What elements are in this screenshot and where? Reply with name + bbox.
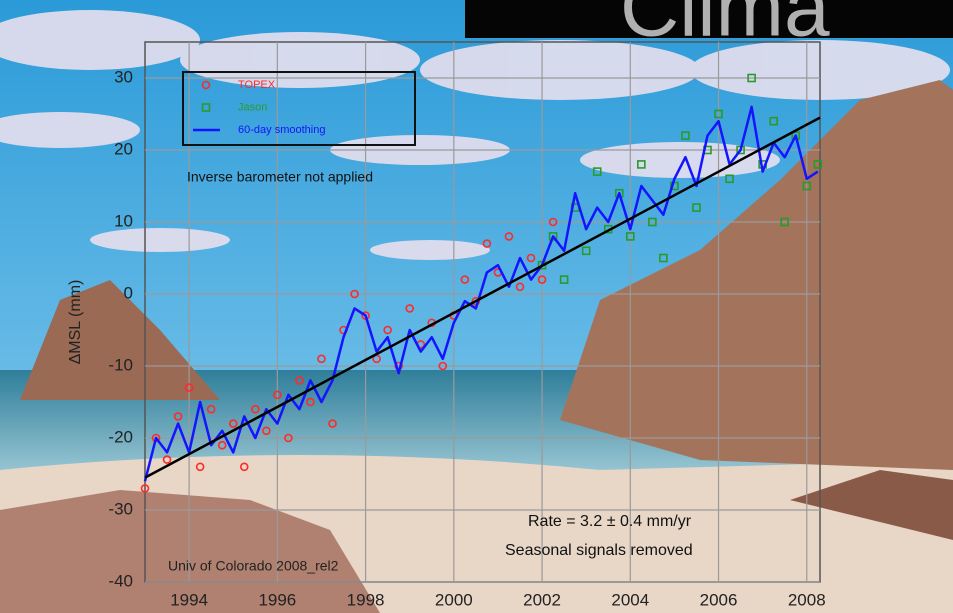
x-tick-label: 2006 xyxy=(700,590,738,609)
x-tick-label: 2002 xyxy=(523,590,561,609)
topex-point xyxy=(217,440,227,450)
topex-point xyxy=(504,232,514,241)
y-tick-label: 30 xyxy=(114,67,133,86)
topex-point xyxy=(184,383,194,392)
jason-point xyxy=(780,217,790,227)
topex-point xyxy=(173,412,183,421)
topex-point xyxy=(350,289,359,299)
y-tick-label: -20 xyxy=(108,427,133,446)
jason-point xyxy=(769,116,778,126)
y-tick-label: 10 xyxy=(114,211,133,230)
annotation: Univ of Colorado 2008_rel2 xyxy=(168,558,339,574)
topex-point xyxy=(548,217,558,227)
legend-box xyxy=(182,71,416,146)
jason-point xyxy=(802,181,812,191)
y-axis-label: ΔMSL (mm) xyxy=(67,280,84,365)
jason-point xyxy=(581,246,591,256)
topex-point xyxy=(195,462,205,472)
jason-point xyxy=(747,73,756,83)
y-tick-label: 20 xyxy=(114,139,133,158)
legend-label: TOPEX xyxy=(238,79,276,91)
topex-point xyxy=(284,433,293,443)
legend-marker xyxy=(201,103,211,112)
y-tick-label: -30 xyxy=(108,499,133,518)
annotation: Seasonal signals removed xyxy=(505,542,693,559)
x-tick-label: 2004 xyxy=(611,590,649,609)
topex-point xyxy=(482,239,492,248)
jason-point xyxy=(592,167,602,176)
topex-point xyxy=(537,275,547,284)
jason-point xyxy=(692,203,701,212)
topex-point xyxy=(250,404,260,414)
jason-point xyxy=(548,232,558,241)
y-tick-label: -10 xyxy=(108,355,133,374)
topex-point xyxy=(515,282,525,292)
topex-point xyxy=(526,253,536,263)
jason-point xyxy=(637,160,646,169)
topex-point xyxy=(383,325,392,335)
x-tick-label: 2000 xyxy=(435,590,473,609)
topex-point xyxy=(239,462,249,472)
jason-point xyxy=(725,174,734,184)
jason-point xyxy=(648,217,657,227)
y-tick-label: 0 xyxy=(124,283,133,302)
annotation: Inverse barometer not applied xyxy=(187,169,373,185)
x-tick-label: 1996 xyxy=(258,590,296,609)
topex-point xyxy=(162,455,172,464)
topex-point xyxy=(262,426,271,436)
topex-point xyxy=(328,419,337,428)
topex-point xyxy=(140,484,150,493)
y-tick-label: -40 xyxy=(108,571,133,590)
topex-point xyxy=(317,354,326,364)
jason-point xyxy=(659,253,668,263)
smoothing-line xyxy=(143,105,819,482)
page-title: Clima xyxy=(620,0,830,54)
topex-point xyxy=(228,419,238,428)
topex-point xyxy=(295,376,304,385)
legend-label: Jason xyxy=(238,101,267,113)
topex-point xyxy=(306,397,315,407)
x-tick-label: 1998 xyxy=(347,590,385,609)
x-tick-label: 1994 xyxy=(170,590,208,609)
legend-marker xyxy=(201,80,211,90)
jason-point xyxy=(813,160,823,169)
jason-point xyxy=(625,232,635,241)
annotation: Rate = 3.2 ± 0.4 mm/yr xyxy=(528,513,692,530)
topex-point xyxy=(273,390,282,400)
trend-line xyxy=(144,116,821,479)
legend-label: 60-day smoothing xyxy=(238,124,325,136)
title-bar xyxy=(465,0,953,38)
jason-point xyxy=(714,109,723,119)
jason-point xyxy=(559,275,569,284)
topex-point xyxy=(460,275,470,284)
topex-point xyxy=(206,404,216,414)
jason-point xyxy=(681,131,690,140)
topex-point xyxy=(405,304,415,313)
topex-point xyxy=(438,361,448,371)
x-tick-label: 2008 xyxy=(788,590,826,609)
